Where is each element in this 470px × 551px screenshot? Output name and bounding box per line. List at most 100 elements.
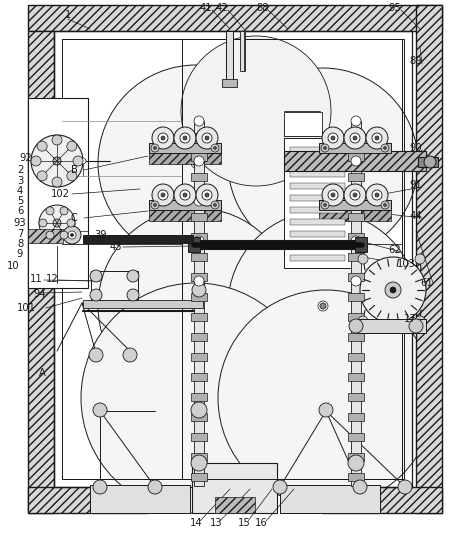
Bar	[348, 153, 364, 161]
Circle shape	[228, 68, 418, 258]
Bar	[319, 143, 391, 153]
Circle shape	[180, 190, 190, 200]
Text: B: B	[70, 165, 78, 175]
Circle shape	[93, 480, 107, 494]
Bar	[149, 143, 221, 153]
Circle shape	[424, 156, 436, 168]
Circle shape	[158, 190, 168, 200]
Circle shape	[321, 144, 329, 152]
Circle shape	[68, 231, 76, 239]
Bar	[191, 153, 207, 161]
Bar	[284, 151, 426, 171]
Circle shape	[174, 184, 196, 206]
Bar	[348, 253, 364, 261]
Circle shape	[31, 135, 83, 187]
Circle shape	[37, 141, 47, 151]
Circle shape	[67, 219, 75, 227]
Bar	[322, 487, 442, 513]
Bar	[191, 133, 207, 141]
Text: 102: 102	[50, 189, 70, 199]
Text: 39: 39	[94, 230, 107, 240]
Circle shape	[205, 136, 209, 140]
Bar	[290, 243, 345, 249]
Bar	[62, 39, 182, 479]
Circle shape	[63, 226, 81, 244]
Circle shape	[37, 171, 47, 181]
Text: C: C	[70, 213, 78, 223]
Bar	[222, 79, 237, 87]
Circle shape	[191, 402, 207, 418]
Circle shape	[194, 236, 204, 246]
Bar	[191, 253, 207, 261]
Bar	[348, 353, 364, 361]
Bar	[191, 173, 207, 181]
Text: 12: 12	[46, 274, 58, 284]
Text: 17: 17	[404, 314, 416, 324]
Bar	[192, 463, 277, 513]
Circle shape	[358, 254, 368, 264]
Text: 5: 5	[17, 196, 23, 206]
Circle shape	[415, 254, 425, 264]
Bar	[351, 121, 361, 486]
Circle shape	[154, 147, 157, 149]
Circle shape	[154, 203, 157, 207]
Circle shape	[183, 136, 187, 140]
Bar	[348, 313, 364, 321]
Text: 1: 1	[65, 10, 71, 20]
Circle shape	[366, 127, 388, 149]
Bar	[319, 210, 391, 221]
Text: 93: 93	[14, 218, 26, 228]
Circle shape	[381, 144, 389, 152]
Text: 44: 44	[410, 211, 422, 221]
Circle shape	[174, 127, 196, 149]
Circle shape	[80, 158, 86, 164]
Circle shape	[194, 156, 204, 166]
Circle shape	[351, 156, 361, 166]
Circle shape	[39, 205, 75, 241]
Circle shape	[93, 403, 107, 417]
Bar	[28, 5, 442, 31]
Circle shape	[205, 193, 209, 197]
Circle shape	[351, 116, 361, 126]
Circle shape	[331, 136, 335, 140]
Text: 61: 61	[421, 278, 433, 288]
Text: 43: 43	[110, 242, 122, 252]
Circle shape	[351, 276, 361, 286]
Bar	[348, 213, 364, 221]
Bar	[240, 31, 245, 71]
Bar	[348, 453, 364, 461]
Circle shape	[60, 231, 68, 239]
Bar	[194, 240, 361, 249]
Circle shape	[372, 133, 382, 143]
Bar	[290, 171, 345, 177]
Bar	[191, 293, 207, 301]
Text: 91: 91	[410, 180, 423, 190]
Text: 95: 95	[389, 3, 401, 13]
Circle shape	[328, 190, 338, 200]
Circle shape	[70, 234, 73, 236]
Bar	[90, 485, 190, 513]
Circle shape	[344, 127, 366, 149]
Text: 16: 16	[255, 518, 267, 528]
Bar	[290, 195, 345, 201]
Bar	[191, 393, 207, 401]
Bar	[290, 255, 345, 261]
Circle shape	[81, 283, 311, 513]
Circle shape	[151, 144, 159, 152]
Text: 15: 15	[238, 518, 251, 528]
Circle shape	[31, 156, 41, 166]
Bar	[348, 433, 364, 441]
Bar	[83, 300, 203, 308]
Circle shape	[384, 203, 386, 207]
Text: 10: 10	[7, 261, 19, 271]
Bar	[194, 121, 204, 486]
Bar	[280, 485, 380, 513]
Circle shape	[385, 282, 401, 298]
Bar	[284, 112, 322, 136]
Bar	[149, 153, 221, 164]
Circle shape	[151, 201, 159, 209]
Bar	[284, 120, 319, 136]
Circle shape	[193, 303, 199, 309]
Circle shape	[390, 287, 396, 293]
Circle shape	[375, 193, 379, 197]
